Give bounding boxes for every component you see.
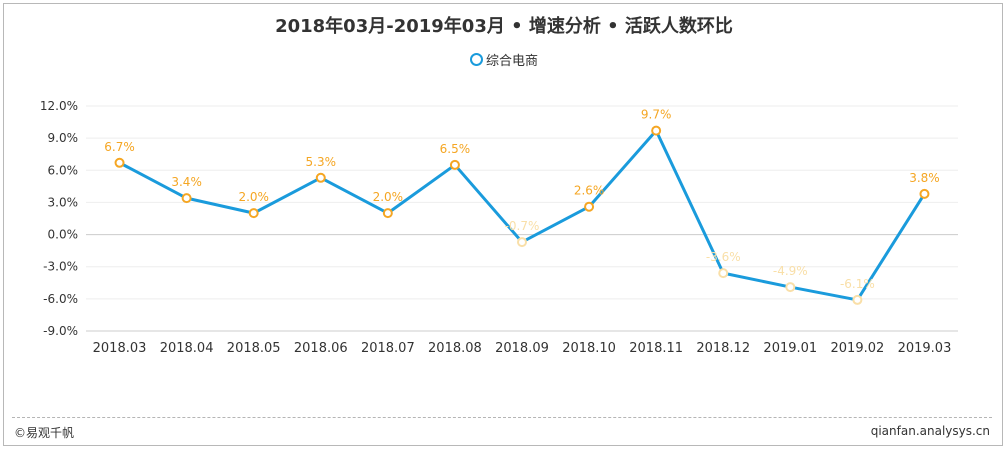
x-tick-label: 2018.09 [495, 341, 549, 356]
x-tick-label: 2018.07 [361, 341, 415, 356]
y-tick-label: 0.0% [48, 228, 79, 242]
y-tick-label: 3.0% [48, 195, 79, 209]
footer-site[interactable]: qianfan.analysys.cn [870, 424, 990, 438]
data-label: 3.4% [171, 175, 202, 189]
y-tick-label: -6.0% [43, 292, 78, 306]
data-point [315, 172, 326, 183]
data-point [248, 208, 259, 219]
data-label: 5.3% [306, 155, 337, 169]
data-point [181, 193, 192, 204]
x-tick-label: 2018.06 [294, 341, 348, 356]
data-label: 2.6% [574, 184, 605, 198]
y-tick-label: 12.0% [40, 99, 78, 113]
data-point [584, 201, 595, 212]
x-tick-label: 2019.03 [898, 341, 952, 356]
legend-label: 综合电商 [485, 54, 538, 69]
x-tick-label: 2018.04 [160, 341, 214, 356]
footer-divider [12, 417, 992, 418]
data-point [852, 294, 863, 305]
data-point [449, 159, 460, 170]
data-point [718, 268, 729, 279]
data-point [785, 282, 796, 293]
data-label: 9.7% [641, 108, 672, 122]
y-tick-label: -9.0% [43, 324, 78, 338]
data-label: 2.0% [238, 190, 269, 204]
x-tick-label: 2018.10 [562, 341, 616, 356]
data-point [382, 208, 393, 219]
data-label: -6.1% [840, 277, 875, 291]
y-tick-label: 6.0% [48, 163, 79, 177]
data-label: 6.7% [104, 140, 135, 154]
x-tick-label: 2019.02 [831, 341, 885, 356]
data-point [114, 157, 125, 168]
x-tick-label: 2018.08 [428, 341, 482, 356]
x-tick-label: 2019.01 [763, 341, 817, 356]
data-point [919, 188, 930, 199]
y-tick-label: 9.0% [48, 131, 79, 145]
data-point [517, 237, 527, 248]
x-tick-label: 2018.11 [629, 341, 683, 356]
chart-frame [3, 3, 1003, 446]
x-tick-label: 2018.03 [93, 341, 147, 356]
data-label: 6.5% [440, 142, 471, 156]
data-label: -3.6% [706, 250, 741, 264]
y-tick-label: -3.0% [43, 260, 78, 274]
data-label: 3.8% [909, 171, 940, 185]
data-label: 2.0% [373, 190, 404, 204]
data-label: -0.7% [505, 219, 540, 233]
chart-legend[interactable]: 综合电商 [0, 50, 1008, 69]
chart-title: 2018年03月-2019年03月 • 增速分析 • 活跃人数环比 [275, 16, 733, 37]
data-point [651, 125, 662, 136]
data-label: -4.9% [773, 264, 808, 278]
x-tick-label: 2018.12 [696, 341, 750, 356]
legend-marker-icon [469, 53, 483, 66]
x-tick-label: 2018.05 [227, 341, 281, 356]
footer-copyright: ©易观千帆 [14, 426, 75, 440]
